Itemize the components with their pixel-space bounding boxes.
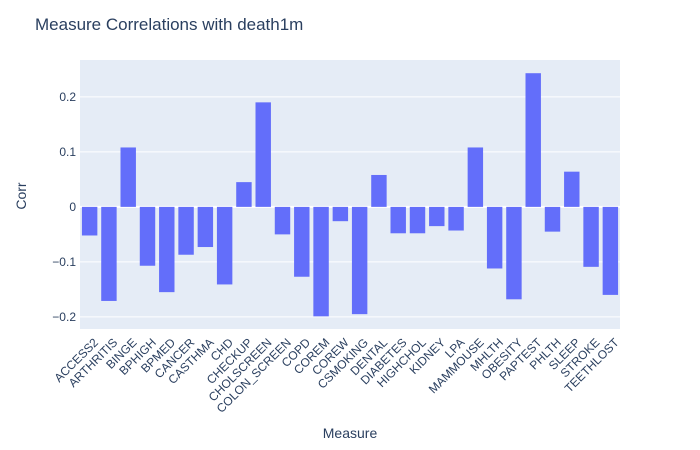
y-axis-title: Corr: [13, 182, 29, 210]
bar-stroke: [583, 206, 599, 267]
bar-casthma: [197, 206, 214, 248]
bar-copd: [294, 206, 310, 277]
bar-bphigh: [139, 206, 156, 266]
bar-checkup: [236, 182, 252, 207]
y-tick-label: −0.2: [52, 310, 76, 324]
y-tick-labels: −0.2 −0.1 0 0.1 0.2: [52, 90, 76, 324]
bars: [81, 73, 619, 317]
bar-phlth: [544, 206, 561, 232]
bar-sleep: [564, 171, 580, 207]
bar-lpa: [448, 206, 464, 231]
bar-access2: [81, 206, 98, 236]
bar-colon-screen: [274, 206, 291, 235]
bar-cholscreen: [255, 102, 271, 207]
bar-binge: [120, 147, 136, 207]
bar-paptest: [525, 73, 541, 207]
bar-highchol: [409, 206, 426, 234]
bar-teethlost: [602, 206, 619, 295]
bar-chd: [216, 206, 233, 285]
y-tick-label: 0.1: [59, 145, 76, 159]
chart-title: Measure Correlations with death1m: [35, 15, 303, 34]
x-axis-title: Measure: [323, 425, 378, 441]
bar-mammouse: [467, 147, 484, 207]
y-tick-label: −0.1: [52, 255, 76, 269]
bar-obesity: [506, 206, 522, 300]
bar-kidney: [429, 206, 445, 227]
bar-corem: [313, 206, 329, 317]
bar-csmoking: [351, 206, 368, 315]
bar-dental: [371, 174, 387, 207]
y-tick-label: 0.2: [59, 90, 76, 104]
bar-bpmed: [159, 206, 175, 293]
bar-cancer: [178, 206, 194, 255]
bar-corew: [332, 206, 349, 222]
x-tick-labels: ACCESS2ARTHRITISBINGEBPHIGHBPMEDCANCERCA…: [51, 335, 622, 416]
bar-arthritis: [101, 206, 117, 301]
bar-mhlth: [486, 206, 503, 269]
y-tick-label: 0: [69, 200, 76, 214]
bar-diabetes: [390, 206, 406, 234]
